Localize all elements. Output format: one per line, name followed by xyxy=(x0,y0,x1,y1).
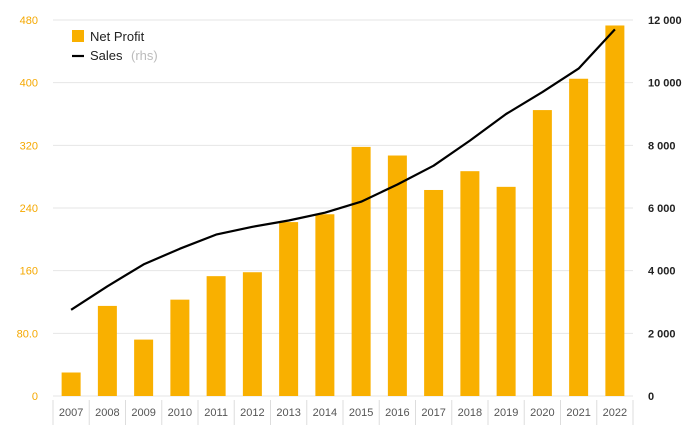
legend-swatch-net-profit xyxy=(72,30,84,42)
legend-label-sales: Sales xyxy=(90,48,123,63)
left-axis-ticks: 0 80.0 160 240 320 400 480 xyxy=(17,15,38,403)
bar-net-profit xyxy=(242,272,262,396)
bar-net-profit xyxy=(134,339,154,396)
right-tick-label: 2 000 xyxy=(648,328,676,340)
x-tick-label: 2020 xyxy=(530,407,554,419)
x-tick-label: 2007 xyxy=(59,407,83,419)
bar-net-profit xyxy=(279,222,299,396)
right-tick-label: 4 000 xyxy=(648,266,676,278)
left-tick-label: 240 xyxy=(20,203,38,215)
svg-text:Sales (rhs): Sales (rhs) xyxy=(90,47,158,64)
bar-net-profit xyxy=(460,171,480,396)
x-tick-label: 2011 xyxy=(204,407,228,419)
left-tick-label: 480 xyxy=(20,15,38,27)
left-tick-label: 160 xyxy=(20,266,38,278)
right-tick-label: 10 000 xyxy=(648,78,682,90)
right-tick-label: 6 000 xyxy=(648,203,676,215)
bar-net-profit xyxy=(206,276,226,396)
x-tick-label: 2014 xyxy=(313,407,337,419)
bar-net-profit xyxy=(351,146,371,396)
right-axis-ticks: 0 2 000 4 000 6 000 8 000 10 000 12 000 xyxy=(648,15,682,403)
bar-net-profit xyxy=(97,305,117,396)
bar-net-profit xyxy=(424,189,444,396)
right-tick-label: 8 000 xyxy=(648,140,676,152)
x-axis-ticks: 2007 2008 2009 2010 2011 2012 2013 2014 2015 2016… xyxy=(59,407,627,419)
gridlines xyxy=(53,19,633,397)
net-profit-bars xyxy=(61,25,625,396)
bar-net-profit xyxy=(605,25,625,396)
x-tick-label: 2018 xyxy=(458,407,482,419)
right-tick-label: 12 000 xyxy=(648,15,682,27)
x-axis-separators xyxy=(52,400,634,425)
legend-label-sales-note: (rhs) xyxy=(131,48,158,63)
legend-label-net-profit: Net Profit xyxy=(90,29,145,44)
bar-net-profit xyxy=(315,214,335,396)
sales-line xyxy=(70,28,616,311)
x-tick-label: 2013 xyxy=(276,407,300,419)
bar-net-profit xyxy=(496,186,516,396)
right-tick-label: 0 xyxy=(648,391,654,403)
left-tick-label: 320 xyxy=(20,140,38,152)
x-tick-label: 2019 xyxy=(494,407,518,419)
x-tick-label: 2008 xyxy=(95,407,119,419)
x-tick-label: 2009 xyxy=(131,407,155,419)
bar-net-profit xyxy=(569,78,589,396)
bar-net-profit xyxy=(387,155,407,396)
x-tick-label: 2017 xyxy=(421,407,445,419)
left-tick-label: 0 xyxy=(32,391,38,403)
x-tick-label: 2015 xyxy=(349,407,373,419)
x-tick-label: 2016 xyxy=(385,407,409,419)
bar-net-profit xyxy=(61,372,81,396)
legend: Net Profit Sales (rhs) xyxy=(72,29,158,64)
x-tick-label: 2012 xyxy=(240,407,264,419)
x-tick-label: 2010 xyxy=(168,407,192,419)
bar-net-profit xyxy=(532,110,552,396)
x-tick-label: 2021 xyxy=(566,407,590,419)
x-tick-label: 2022 xyxy=(603,407,627,419)
bar-net-profit xyxy=(170,299,190,396)
left-tick-label: 400 xyxy=(20,78,38,90)
left-tick-label: 80.0 xyxy=(17,328,38,340)
